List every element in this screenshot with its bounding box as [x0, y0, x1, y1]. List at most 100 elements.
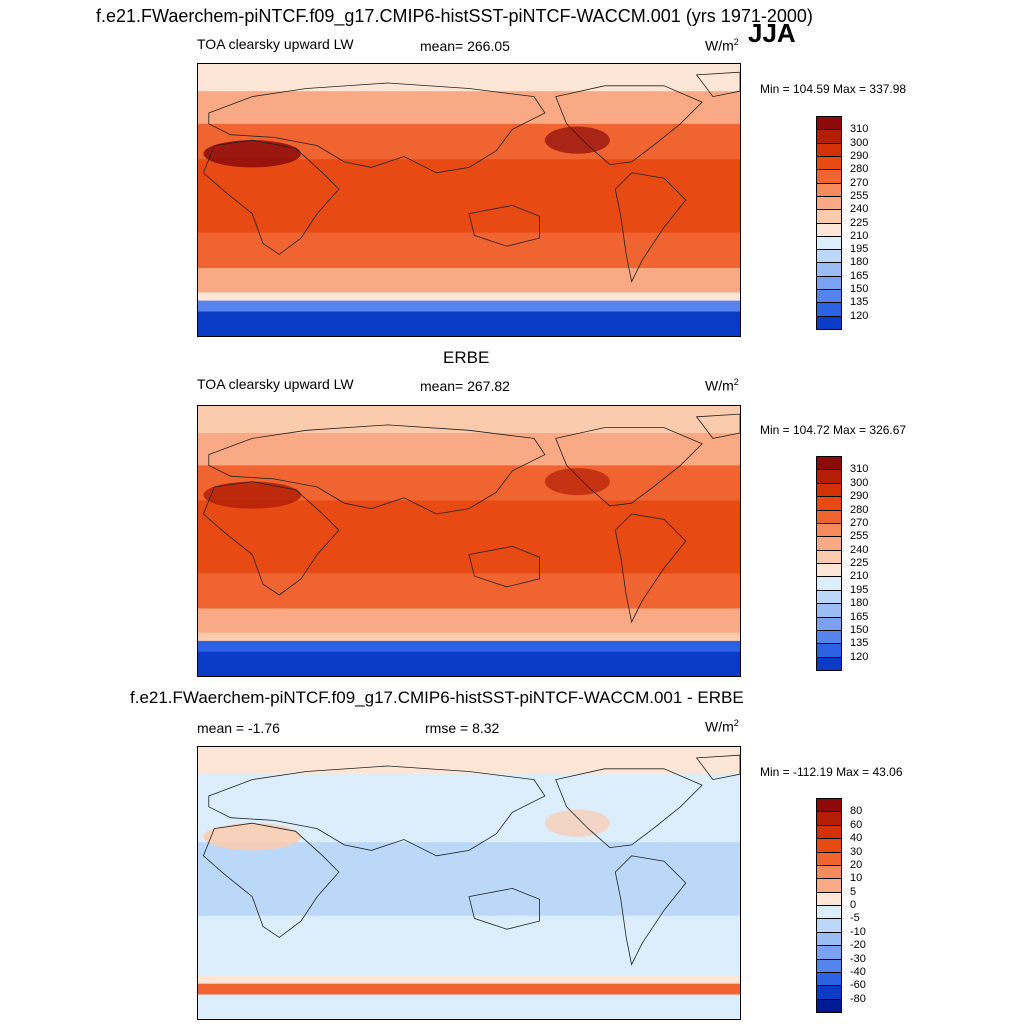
- colorbar-swatch: [816, 864, 842, 880]
- map-band: [198, 433, 740, 467]
- map-band: [198, 311, 740, 336]
- coastline-greenland: [695, 754, 740, 781]
- colorbar-swatch: [816, 971, 842, 987]
- coastline-namerica: [555, 427, 703, 507]
- colorbar-swatch: [816, 563, 842, 578]
- map-band: [198, 573, 740, 610]
- colorbar-label: 165: [850, 269, 869, 282]
- colorbar-label: 60: [850, 818, 863, 831]
- panel-2-colorbar: 310 300 290 280 270 255 240 225 210 195 180 165 150 1…: [816, 456, 896, 671]
- coastline-australia: [468, 887, 540, 930]
- colorbar-swatch: [816, 116, 842, 131]
- colorbar-swatch: [816, 878, 842, 893]
- map-band: [198, 774, 740, 808]
- colorbar-label: 5: [850, 885, 857, 898]
- colorbar-swatch: [816, 129, 842, 144]
- colorbar-label: 180: [850, 256, 869, 269]
- map-band: [198, 747, 740, 776]
- coastline-africa: [202, 481, 340, 596]
- colorbar-swatch: [816, 302, 842, 317]
- colorbar-swatch: [816, 985, 842, 1000]
- coastline-greenland: [695, 413, 740, 439]
- map-field: [198, 747, 740, 1019]
- colorbar-label: 165: [850, 610, 869, 623]
- colorbar-swatch: [816, 918, 842, 933]
- colorbar-swatch: [816, 222, 842, 237]
- colorbar-swatch: [816, 931, 842, 947]
- panel-2-minmax: Min = 104.72 Max = 326.67: [760, 423, 907, 437]
- panel-1-map: [197, 63, 741, 337]
- coastline-australia: [468, 204, 540, 247]
- season-label: JJA: [748, 18, 796, 48]
- colorbar-label: 240: [850, 543, 869, 556]
- colorbar-label: 255: [850, 530, 869, 543]
- panel-3-units: W/m2: [705, 718, 739, 735]
- colorbar-label: 30: [850, 845, 863, 858]
- colorbar-label: 300: [850, 476, 869, 489]
- colorbar-swatch: [816, 469, 842, 484]
- colorbar-label: -20: [850, 939, 866, 952]
- map-hotspot: [544, 809, 610, 837]
- colorbar-swatch: [816, 891, 842, 906]
- colorbar-label: -30: [850, 952, 866, 965]
- colorbar-swatch: [816, 616, 842, 631]
- panel-2-mean-label: mean= 267.82: [420, 378, 510, 394]
- panel-3-map: [197, 746, 741, 1020]
- map-hotspot: [203, 481, 301, 509]
- map-band: [198, 640, 740, 653]
- colorbar-swatch: [816, 155, 842, 171]
- colorbar-label: 80: [850, 805, 863, 818]
- panel-3-colorbar: 80 60 40 30 20 10 5 0 -5 -10 -20 -30 -40 -60 -80: [816, 798, 896, 1013]
- colorbar-swatch: [816, 824, 842, 840]
- panel-1-colorbar: 310 300 290 280 270 255 240 225 210 195 180 165 150 1…: [816, 116, 896, 330]
- coastline-australia: [468, 545, 540, 588]
- map-band: [198, 232, 740, 269]
- colorbar-label: -80: [850, 992, 866, 1005]
- colorbar-swatch: [816, 522, 842, 538]
- map-band: [198, 159, 740, 234]
- coastline-samerica: [614, 172, 687, 283]
- map-band: [198, 632, 740, 642]
- map-band: [198, 268, 740, 294]
- map-band: [198, 608, 740, 634]
- colorbar-label: 20: [850, 858, 863, 871]
- panel-1-minmax: Min = 104.59 Max = 337.98: [760, 82, 907, 96]
- map-band: [198, 292, 740, 302]
- colorbar-swatch: [816, 811, 842, 826]
- colorbar-swatch: [816, 603, 842, 618]
- map-band: [198, 91, 740, 125]
- colorbar-swatch: [816, 275, 842, 291]
- panel-3-title: f.e21.FWaerchem-piNTCF.f09_g17.CMIP6-his…: [130, 688, 744, 707]
- colorbar-label: 10: [850, 872, 863, 885]
- map-hotspot: [203, 823, 301, 851]
- coastline-namerica: [555, 85, 703, 166]
- map-hotspot: [544, 126, 610, 154]
- colorbar-label: 120: [850, 650, 869, 663]
- colorbar-swatch: [816, 905, 842, 920]
- colorbar-swatch: [816, 456, 842, 471]
- colorbar-label: 135: [850, 637, 869, 650]
- colorbar-label: 180: [850, 597, 869, 610]
- colorbar-label: 195: [850, 583, 869, 596]
- colorbar-label: 270: [850, 516, 869, 529]
- colorbar-swatch: [816, 536, 842, 551]
- colorbar-swatch: [816, 549, 842, 564]
- colorbar-label: 290: [850, 490, 869, 503]
- map-band: [198, 64, 740, 93]
- colorbar-swatch: [816, 209, 842, 224]
- map-band: [198, 651, 740, 676]
- panel-3-rmse-label: rmse = 8.32: [425, 720, 500, 736]
- colorbar-label: -5: [850, 912, 860, 925]
- colorbar-swatch: [816, 315, 842, 330]
- colorbar-swatch: [816, 945, 842, 960]
- panel-1-mean-label: mean= 266.05: [420, 38, 510, 54]
- colorbar-swatch: [816, 509, 842, 524]
- coastline-eurasia: [208, 424, 546, 515]
- colorbar-label: 240: [850, 203, 869, 216]
- colorbar-label: 150: [850, 623, 869, 636]
- colorbar-label: 280: [850, 503, 869, 516]
- panel-2-units: W/m2: [705, 377, 739, 394]
- colorbar-label: 270: [850, 176, 869, 189]
- coastline-samerica: [614, 855, 687, 966]
- colorbar-label: 300: [850, 136, 869, 149]
